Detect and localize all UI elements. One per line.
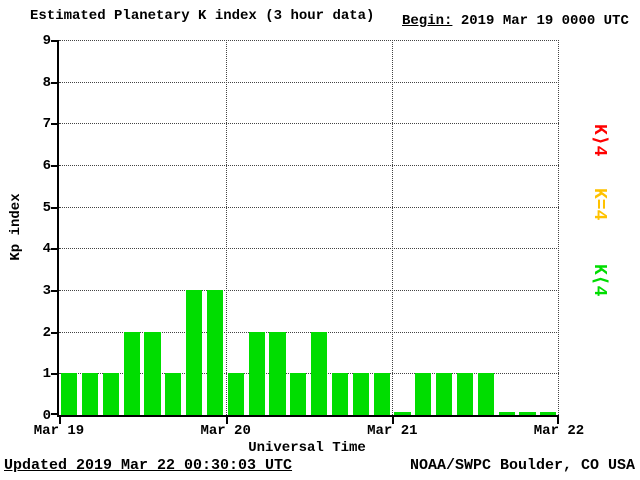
y-tick-label: 9	[42, 33, 51, 49]
updated-timestamp: Updated 2019 Mar 22 00:30:03 UTC	[4, 457, 293, 474]
gridline-horizontal	[59, 81, 559, 83]
gridline-horizontal	[59, 248, 559, 250]
kp-bar	[373, 373, 390, 415]
gridline-vertical	[225, 40, 227, 415]
kp-bar	[248, 331, 265, 415]
gridline-horizontal	[59, 40, 559, 41]
x-axis-tick	[225, 417, 228, 424]
y-axis-tick	[51, 165, 58, 167]
begin-label: Begin:	[402, 13, 453, 29]
y-tick-label: 1	[42, 366, 51, 383]
x-tick-label: Mar 21	[367, 423, 418, 439]
y-axis-tick	[51, 290, 58, 292]
kp-bar	[186, 290, 203, 415]
x-tick-label: Mar 22	[533, 423, 585, 439]
kp-bar	[61, 373, 78, 415]
kp-bar	[144, 331, 161, 415]
kp-bar	[540, 412, 557, 415]
y-axis-tick	[51, 123, 58, 126]
chart-title: Estimated Planetary K index (3 hour data…	[30, 8, 375, 24]
y-tick-label: 6	[42, 158, 51, 174]
x-tick-label: Mar 19	[33, 423, 85, 439]
source-attribution: NOAA/SWPC Boulder, CO USA	[409, 457, 635, 474]
x-tick-label: Mar 20	[200, 423, 251, 439]
y-axis-tick	[51, 331, 58, 334]
kp-bar	[519, 412, 536, 415]
y-axis-tick	[51, 248, 58, 251]
gridline-horizontal	[59, 206, 559, 208]
legend-item-k-lt-4: K⟨4	[589, 264, 609, 297]
kp-bar	[206, 290, 224, 415]
kp-bar	[352, 373, 369, 415]
kp-bar	[81, 373, 99, 415]
y-axis-tick	[51, 373, 58, 376]
x-axis-title: Universal Time	[248, 440, 366, 456]
kp-bar	[456, 373, 474, 415]
y-axis-title: Kp index	[8, 193, 24, 261]
y-tick-label: 8	[42, 74, 51, 91]
gridline-vertical	[558, 40, 559, 415]
kp-bar	[394, 412, 411, 415]
begin-annotation: Begin: 2019 Mar 19 0000 UTC	[402, 13, 629, 29]
gridline-horizontal	[59, 373, 559, 375]
kp-bar	[311, 331, 328, 415]
gridline-horizontal	[59, 165, 559, 166]
kp-bar	[290, 373, 307, 415]
legend-item-k-gt-4: K⟩4	[589, 124, 609, 157]
y-tick-label: 4	[42, 241, 51, 258]
y-tick-label: 5	[42, 199, 51, 216]
kp-bar	[436, 373, 453, 415]
gridline-horizontal	[59, 290, 559, 291]
gridline-horizontal	[59, 331, 559, 333]
gridline-vertical	[392, 40, 394, 415]
kp-bar	[331, 373, 349, 415]
y-axis-tick	[51, 413, 58, 415]
y-tick-label: 3	[42, 283, 51, 299]
kp-bar	[123, 331, 140, 415]
kp-bar	[477, 373, 494, 415]
y-tick-label: 2	[42, 324, 51, 341]
x-axis-tick	[557, 417, 559, 424]
kp-bar	[415, 373, 432, 415]
kp-bar	[227, 373, 244, 415]
kp-bar	[498, 412, 515, 415]
kp-bar	[165, 373, 182, 415]
x-axis-tick	[392, 417, 395, 424]
legend-item-k-eq-4: K=4	[589, 188, 609, 221]
y-axis-tick	[51, 206, 58, 209]
y-tick-label: 0	[42, 408, 51, 424]
kp-bar	[269, 331, 286, 415]
plot-area: 0 1 2 3 4 5 6 7 8 9 Mar 19 Mar 20 Mar 21 Mar 22	[34, 33, 584, 439]
begin-date: 2019 Mar 19 0000 UTC	[460, 13, 629, 29]
x-axis-tick	[59, 417, 61, 424]
kp-bar	[102, 373, 119, 415]
y-axis-tick	[51, 40, 58, 42]
y-axis-tick	[51, 81, 58, 84]
y-tick-label: 7	[42, 116, 51, 133]
gridline-horizontal	[59, 123, 559, 125]
